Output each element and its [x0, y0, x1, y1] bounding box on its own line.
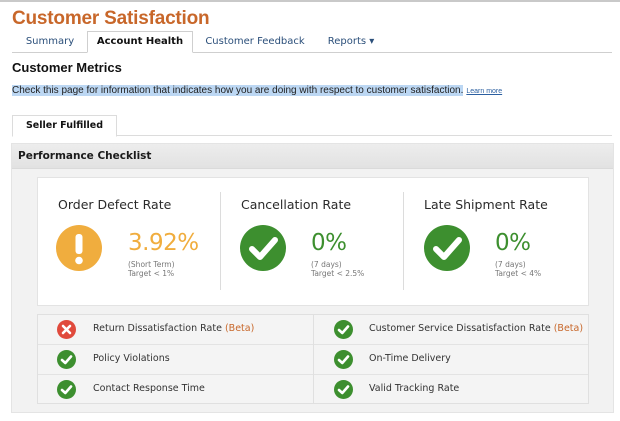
- divider: [403, 192, 404, 290]
- main-tabs: Summary Account Health Customer Feedback…: [12, 31, 612, 53]
- tab-account-health[interactable]: Account Health: [87, 31, 193, 53]
- tab-reports-dropdown[interactable]: Reports ▾: [327, 36, 375, 47]
- metric-value: 3.92%: [128, 230, 199, 256]
- checklist-item-on-time-delivery[interactable]: On-Time Delivery: [314, 345, 588, 375]
- metric-period: (Short Term): [128, 260, 175, 269]
- fulfillment-tabs: Seller Fulfilled: [12, 115, 612, 137]
- checkmark-icon: [57, 350, 76, 369]
- checklist-item-label[interactable]: Valid Tracking Rate: [369, 383, 460, 394]
- metric-cancellation-rate[interactable]: Cancellation Rate 0% (7 days) Target < 2…: [221, 178, 404, 305]
- divider: [220, 192, 221, 290]
- checkmark-icon: [57, 380, 76, 399]
- checklist-item-label[interactable]: Return Dissatisfaction Rate (Beta): [93, 323, 254, 334]
- metric-period: (7 days): [495, 260, 526, 269]
- beta-badge: (Beta): [224, 323, 255, 334]
- customer-metrics-heading: Customer Metrics: [12, 60, 122, 75]
- metric-period: (7 days): [311, 260, 342, 269]
- checkmark-icon: [334, 380, 353, 399]
- metrics-card: Order Defect Rate 3.92% (Short Term) Tar…: [37, 177, 589, 306]
- tab-customer-feedback[interactable]: Customer Feedback: [205, 36, 305, 47]
- metric-note: (Short Term) Target < 1%: [128, 260, 175, 278]
- metric-target: Target < 4%: [495, 269, 542, 278]
- checklist-item-customer-service-dissatisfaction-rate[interactable]: Customer Service Dissatisfaction Rate (B…: [314, 315, 588, 345]
- checklist-column-left: Return Dissatisfaction Rate (Beta) Polic…: [38, 315, 313, 403]
- checklist-column-right: Customer Service Dissatisfaction Rate (B…: [313, 315, 588, 403]
- checklist-item-policy-violations[interactable]: Policy Violations: [38, 345, 313, 375]
- metric-value: 0%: [311, 230, 347, 256]
- checklist-item-label[interactable]: Contact Response Time: [93, 383, 205, 394]
- checklist-item-label[interactable]: On-Time Delivery: [369, 353, 451, 364]
- metric-target: Target < 2.5%: [311, 269, 365, 278]
- checkmark-icon: [334, 350, 353, 369]
- top-border: [0, 0, 620, 2]
- metric-value: 0%: [495, 230, 531, 256]
- checkmark-icon: [240, 225, 286, 271]
- page-description: Check this page for information that ind…: [12, 85, 502, 96]
- metric-note: (7 days) Target < 4%: [495, 260, 541, 278]
- learn-more-link[interactable]: Learn more: [466, 88, 503, 95]
- checklist-item-return-dissatisfaction-rate[interactable]: Return Dissatisfaction Rate (Beta): [38, 315, 313, 345]
- description-text: Check this page for information that ind…: [12, 85, 464, 96]
- beta-badge: (Beta): [553, 323, 584, 334]
- metric-name: Late Shipment Rate: [424, 197, 548, 212]
- checklist-item-valid-tracking-rate[interactable]: Valid Tracking Rate: [314, 375, 588, 404]
- checkmark-icon: [334, 320, 353, 339]
- metric-note: (7 days) Target < 2.5%: [311, 260, 364, 278]
- performance-checklist-panel: Performance Checklist Order Defect Rate …: [11, 143, 614, 413]
- page-title: Customer Satisfaction: [12, 8, 210, 29]
- checklist-item-contact-response-time[interactable]: Contact Response Time: [38, 375, 313, 404]
- checklist-item-label[interactable]: Customer Service Dissatisfaction Rate (B…: [369, 323, 583, 334]
- exclamation-icon: [56, 225, 102, 271]
- performance-checklist-heading: Performance Checklist: [12, 144, 613, 169]
- tab-seller-fulfilled[interactable]: Seller Fulfilled: [12, 115, 117, 137]
- metric-order-defect-rate[interactable]: Order Defect Rate 3.92% (Short Term) Tar…: [38, 178, 221, 305]
- metric-name: Order Defect Rate: [58, 197, 172, 212]
- item-name: Customer Service Dissatisfaction Rate: [369, 323, 551, 334]
- metric-target: Target < 1%: [128, 269, 175, 278]
- checkmark-icon: [424, 225, 470, 271]
- checklist-item-label[interactable]: Policy Violations: [93, 353, 170, 364]
- item-name: Return Dissatisfaction Rate: [93, 323, 222, 334]
- x-icon: [57, 320, 76, 339]
- checklist-grid: Return Dissatisfaction Rate (Beta) Polic…: [37, 314, 589, 404]
- metric-late-shipment-rate[interactable]: Late Shipment Rate 0% (7 days) Target < …: [404, 178, 587, 305]
- tab-summary[interactable]: Summary: [25, 36, 75, 47]
- metric-name: Cancellation Rate: [241, 197, 352, 212]
